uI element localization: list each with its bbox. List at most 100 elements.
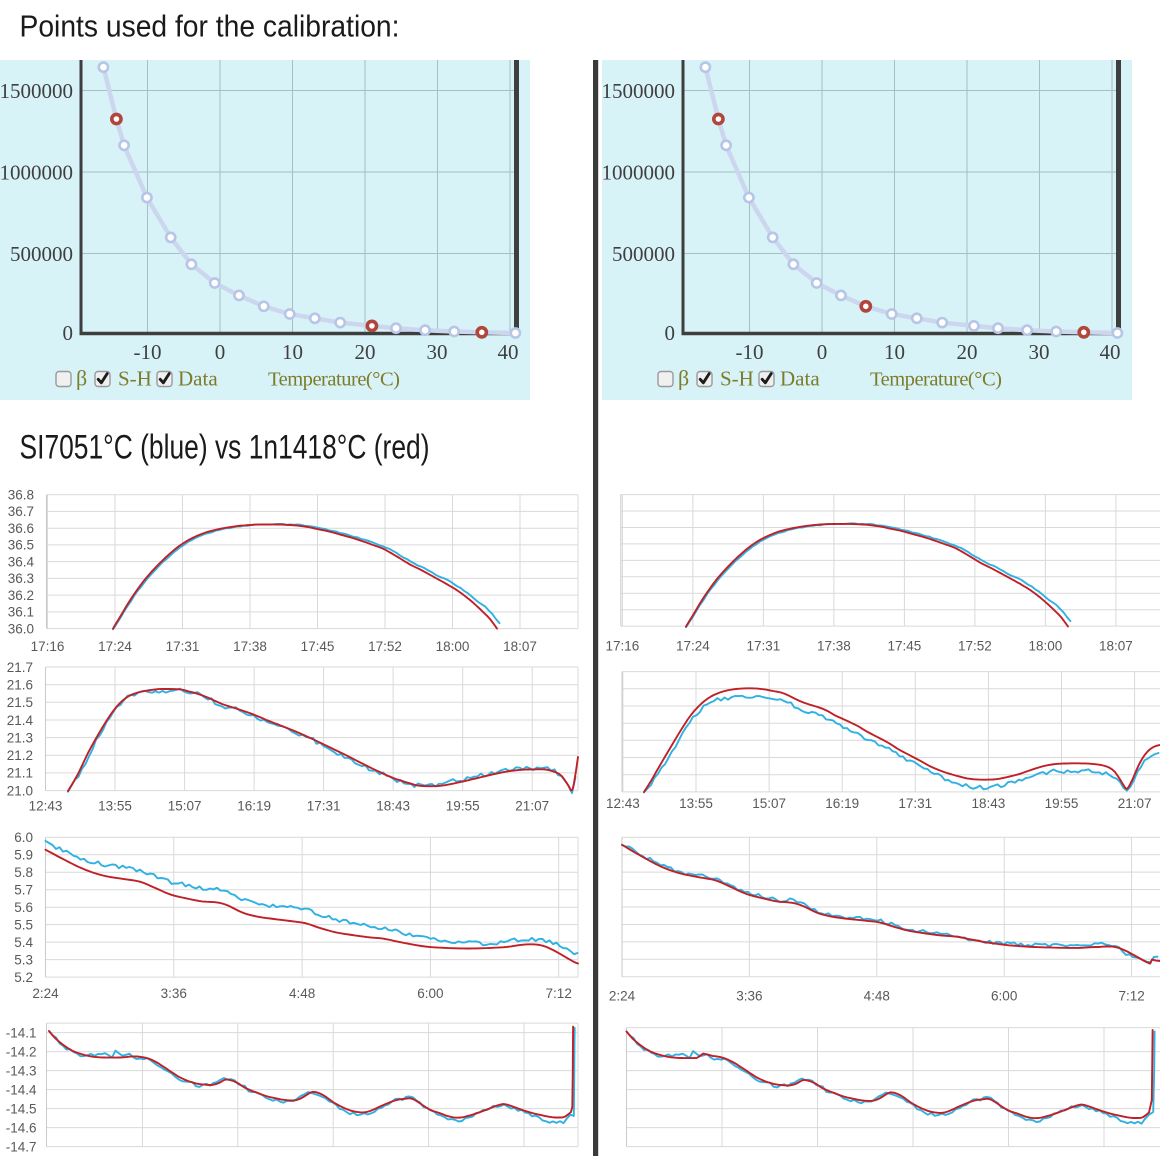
svg-text:13:55: 13:55 bbox=[679, 796, 713, 811]
svg-text:18:07: 18:07 bbox=[503, 639, 537, 654]
svg-text:17:38: 17:38 bbox=[817, 638, 851, 653]
svg-text:-10: -10 bbox=[134, 340, 162, 364]
svg-text:4:48: 4:48 bbox=[864, 988, 890, 1003]
svg-text:Points used for the calibratio: Points used for the calibration: bbox=[20, 9, 400, 44]
svg-text:-14.3: -14.3 bbox=[6, 1063, 37, 1078]
svg-text:16:19: 16:19 bbox=[825, 796, 859, 811]
svg-text:17:52: 17:52 bbox=[368, 639, 402, 654]
svg-text:-14.7: -14.7 bbox=[6, 1139, 37, 1154]
svg-text:12:43: 12:43 bbox=[606, 796, 640, 811]
svg-text:1500000: 1500000 bbox=[602, 79, 676, 103]
svg-text:36.4: 36.4 bbox=[8, 554, 35, 569]
svg-text:5.3: 5.3 bbox=[14, 952, 33, 967]
svg-text:7:12: 7:12 bbox=[546, 986, 572, 1001]
svg-text:Data: Data bbox=[780, 367, 820, 391]
svg-text:-14.1: -14.1 bbox=[6, 1025, 37, 1040]
svg-text:S-H: S-H bbox=[118, 367, 152, 391]
svg-text:19:55: 19:55 bbox=[1045, 796, 1079, 811]
svg-text:15:07: 15:07 bbox=[168, 799, 202, 814]
svg-text:2:24: 2:24 bbox=[609, 988, 636, 1003]
svg-text:18:07: 18:07 bbox=[1099, 638, 1133, 653]
svg-text:19:55: 19:55 bbox=[446, 799, 480, 814]
svg-text:21.4: 21.4 bbox=[7, 713, 34, 728]
svg-text:36.5: 36.5 bbox=[8, 538, 34, 553]
svg-text:3:36: 3:36 bbox=[736, 988, 762, 1003]
svg-text:7:12: 7:12 bbox=[1118, 988, 1144, 1003]
svg-text:17:16: 17:16 bbox=[31, 639, 65, 654]
svg-text:36.0: 36.0 bbox=[8, 621, 34, 636]
svg-text:17:38: 17:38 bbox=[233, 639, 267, 654]
svg-text:0: 0 bbox=[215, 340, 226, 364]
svg-text:1000000: 1000000 bbox=[602, 160, 676, 184]
svg-text:21.3: 21.3 bbox=[7, 730, 33, 745]
svg-text:-14.6: -14.6 bbox=[6, 1120, 37, 1135]
svg-text:17:45: 17:45 bbox=[301, 639, 335, 654]
svg-text:500000: 500000 bbox=[612, 242, 675, 266]
svg-text:3:36: 3:36 bbox=[161, 986, 187, 1001]
svg-text:-14.4: -14.4 bbox=[6, 1082, 37, 1097]
svg-text:2:24: 2:24 bbox=[32, 986, 59, 1001]
svg-text:17:52: 17:52 bbox=[958, 638, 992, 653]
svg-text:30: 30 bbox=[1029, 340, 1050, 364]
svg-text:36.2: 36.2 bbox=[8, 588, 34, 603]
svg-text:Temperature(°C): Temperature(°C) bbox=[870, 369, 1002, 391]
svg-text:12:43: 12:43 bbox=[29, 799, 63, 814]
svg-text:5.7: 5.7 bbox=[14, 883, 33, 898]
svg-text:-10: -10 bbox=[736, 340, 764, 364]
svg-text:18:00: 18:00 bbox=[1029, 638, 1063, 653]
svg-text:13:55: 13:55 bbox=[98, 799, 132, 814]
svg-text:36.1: 36.1 bbox=[8, 605, 34, 620]
svg-text:36.6: 36.6 bbox=[8, 521, 34, 536]
svg-text:β: β bbox=[678, 366, 689, 391]
svg-text:5.2: 5.2 bbox=[14, 970, 33, 985]
svg-text:20: 20 bbox=[355, 340, 376, 364]
svg-text:500000: 500000 bbox=[10, 242, 73, 266]
svg-text:36.8: 36.8 bbox=[8, 488, 34, 503]
svg-text:0: 0 bbox=[63, 321, 74, 345]
svg-text:17:24: 17:24 bbox=[98, 639, 132, 654]
svg-text:21.7: 21.7 bbox=[7, 660, 33, 675]
svg-text:16:19: 16:19 bbox=[237, 799, 271, 814]
svg-text:5.8: 5.8 bbox=[14, 865, 33, 880]
svg-text:-14.2: -14.2 bbox=[6, 1044, 37, 1059]
svg-text:21.1: 21.1 bbox=[7, 766, 33, 781]
svg-text:1000000: 1000000 bbox=[0, 160, 73, 184]
svg-text:6:00: 6:00 bbox=[417, 986, 443, 1001]
svg-text:-14.5: -14.5 bbox=[6, 1101, 37, 1116]
svg-text:17:31: 17:31 bbox=[307, 799, 341, 814]
svg-text:Data: Data bbox=[178, 367, 218, 391]
svg-text:21.5: 21.5 bbox=[7, 695, 33, 710]
svg-text:SI7051°C (blue) vs 1n1418°C (r: SI7051°C (blue) vs 1n1418°C (red) bbox=[20, 429, 430, 467]
svg-text:β: β bbox=[76, 366, 87, 391]
svg-text:18:43: 18:43 bbox=[972, 796, 1006, 811]
svg-text:10: 10 bbox=[282, 340, 303, 364]
svg-text:17:24: 17:24 bbox=[676, 638, 710, 653]
svg-text:18:00: 18:00 bbox=[436, 639, 470, 654]
svg-text:40: 40 bbox=[1100, 340, 1121, 364]
svg-text:1500000: 1500000 bbox=[0, 79, 73, 103]
svg-text:21.2: 21.2 bbox=[7, 748, 33, 763]
svg-text:5.5: 5.5 bbox=[14, 917, 33, 932]
svg-text:21:07: 21:07 bbox=[515, 799, 549, 814]
svg-text:21:07: 21:07 bbox=[1118, 796, 1152, 811]
svg-text:17:31: 17:31 bbox=[747, 638, 781, 653]
svg-text:21.6: 21.6 bbox=[7, 678, 33, 693]
svg-text:21.0: 21.0 bbox=[7, 783, 33, 798]
svg-text:4:48: 4:48 bbox=[289, 986, 315, 1001]
svg-text:17:45: 17:45 bbox=[888, 638, 922, 653]
svg-text:36.7: 36.7 bbox=[8, 504, 34, 519]
svg-text:18:43: 18:43 bbox=[376, 799, 410, 814]
svg-text:5.6: 5.6 bbox=[14, 900, 33, 915]
svg-text:5.4: 5.4 bbox=[14, 935, 33, 950]
svg-text:17:31: 17:31 bbox=[166, 639, 200, 654]
svg-text:6:00: 6:00 bbox=[991, 988, 1017, 1003]
svg-text:40: 40 bbox=[498, 340, 519, 364]
svg-text:0: 0 bbox=[817, 340, 828, 364]
svg-text:36.3: 36.3 bbox=[8, 571, 34, 586]
svg-text:Temperature(°C): Temperature(°C) bbox=[268, 369, 400, 391]
svg-text:30: 30 bbox=[427, 340, 448, 364]
svg-text:6.0: 6.0 bbox=[14, 830, 33, 845]
svg-text:17:16: 17:16 bbox=[606, 638, 640, 653]
svg-text:S-H: S-H bbox=[720, 367, 754, 391]
svg-text:17:31: 17:31 bbox=[898, 796, 932, 811]
